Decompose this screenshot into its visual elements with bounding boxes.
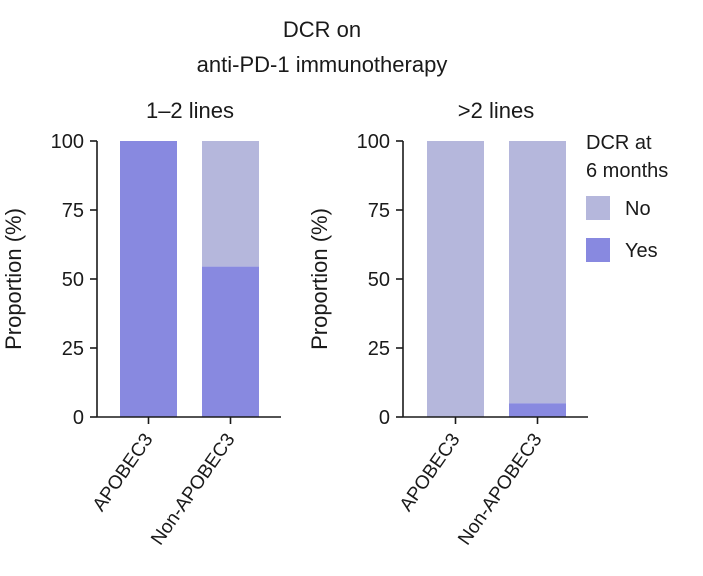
chart-title-line1: DCR on — [283, 17, 361, 42]
legend: DCR at 6 months No Yes — [586, 132, 668, 262]
legend-title-line2: 6 months — [586, 160, 668, 182]
panel2-title: >2 lines — [458, 98, 534, 123]
bar-1-non-apobec3-yes — [202, 266, 259, 417]
panel2-category-label-apobec3: APOBEC3 — [396, 430, 465, 516]
bar-2-apobec3-no — [427, 141, 484, 417]
bar-1-apobec3-yes — [120, 141, 177, 417]
panel1-ytick-label-75: 75 — [62, 200, 84, 222]
bar-2-non-apobec3-no — [509, 141, 566, 404]
legend-label-yes: Yes — [625, 240, 658, 262]
panel1-ytick-label-25: 25 — [62, 338, 84, 360]
panel1-ytick-label-0: 0 — [73, 407, 84, 429]
panel1-ytick-label-100: 100 — [51, 131, 84, 153]
panel1-category-label-non-apobec3: Non-APOBEC3 — [147, 430, 239, 549]
legend-swatch-no — [586, 196, 610, 220]
bar-1-non-apobec3-no — [202, 141, 259, 267]
panel2-ytick-label-0: 0 — [379, 407, 390, 429]
bar-2-non-apobec3-yes — [509, 403, 566, 417]
panel1-ylabel: Proportion (%) — [1, 208, 26, 350]
legend-label-no: No — [625, 198, 651, 220]
panel2-ylabel: Proportion (%) — [307, 208, 332, 350]
panel2-ytick-label-75: 75 — [368, 200, 390, 222]
legend-swatch-yes — [586, 238, 610, 262]
panel1-ytick-label-50: 50 — [62, 269, 84, 291]
panel2-category-label-non-apobec3: Non-APOBEC3 — [454, 430, 546, 549]
legend-title-line1: DCR at — [586, 132, 652, 154]
panel2-ytick-label-50: 50 — [368, 269, 390, 291]
panel1-category-label-apobec3: APOBEC3 — [89, 430, 158, 516]
panel2-ytick-label-100: 100 — [357, 131, 390, 153]
chart-title-line2: anti-PD-1 immunotherapy — [197, 52, 448, 77]
panel1-title: 1–2 lines — [146, 98, 234, 123]
panel2-ytick-label-25: 25 — [368, 338, 390, 360]
